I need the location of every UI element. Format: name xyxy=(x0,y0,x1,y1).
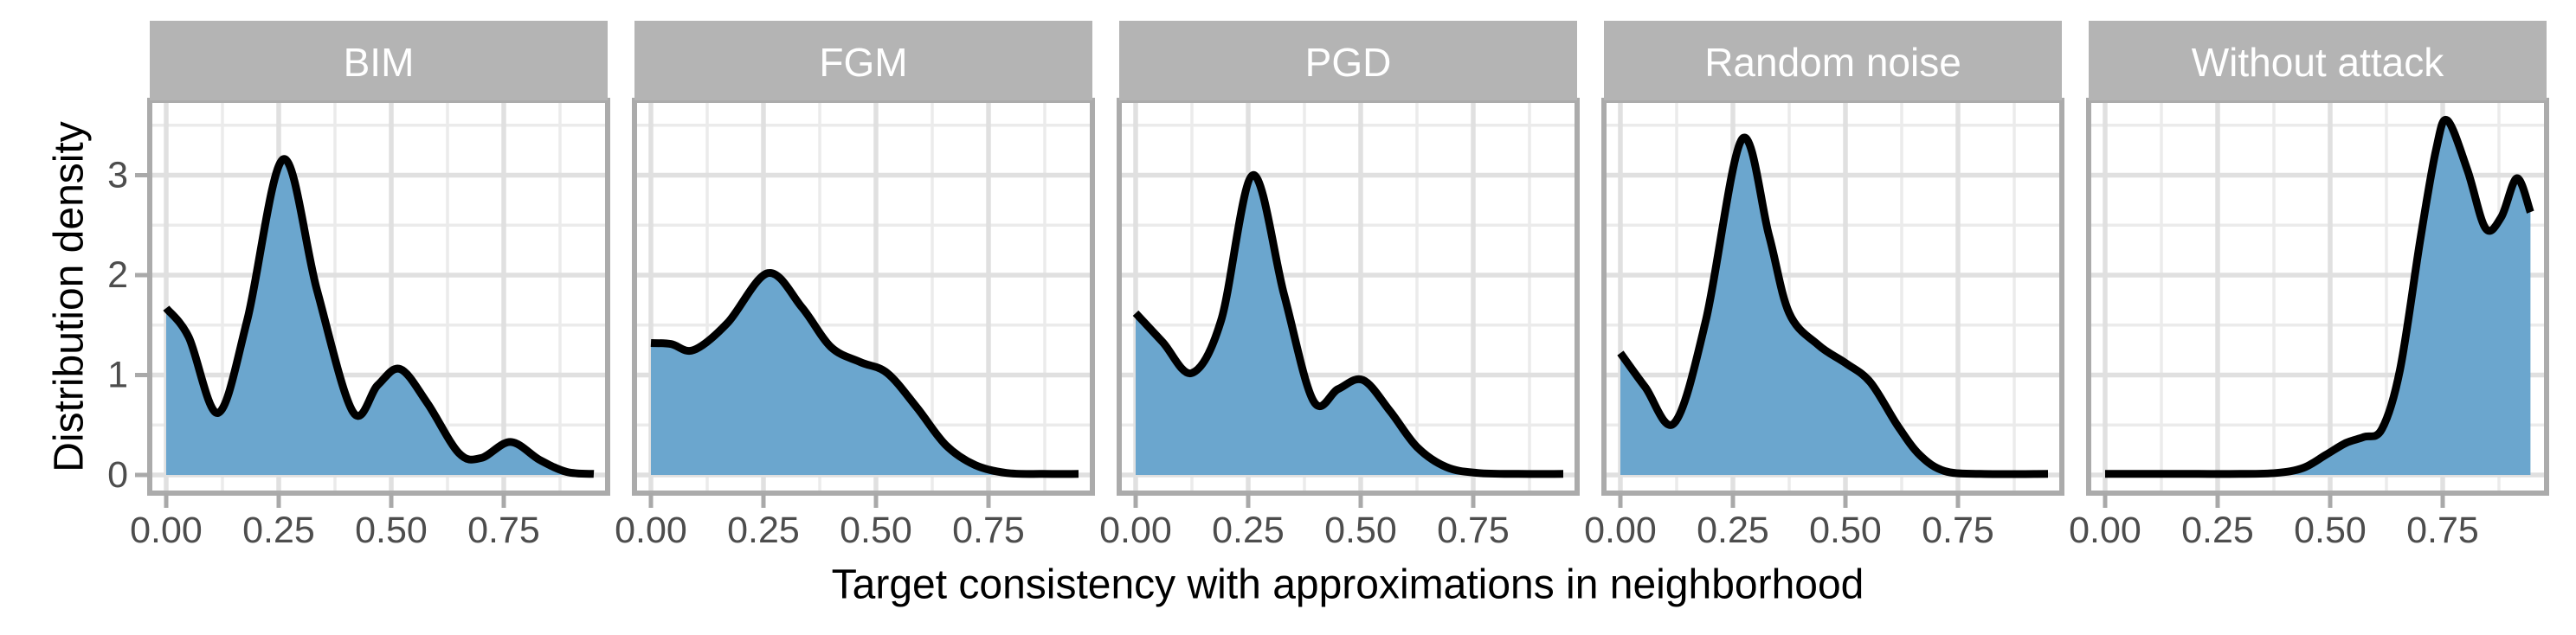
density-curve xyxy=(1132,171,1564,478)
x-tick-label: 0.00 xyxy=(615,510,687,551)
x-tick-label: 0.75 xyxy=(2406,510,2479,551)
x-tick-label: 0.25 xyxy=(1212,510,1285,551)
y-tick-label: 3 xyxy=(107,155,128,196)
x-tick-label: 0.00 xyxy=(2069,510,2141,551)
y-tick-label: 2 xyxy=(107,254,128,296)
x-tick-label: 0.00 xyxy=(130,510,203,551)
x-tick-label: 0.75 xyxy=(952,510,1025,551)
facet-strip-label: Random noise xyxy=(1704,40,1961,85)
facet-strip xyxy=(1119,21,1577,100)
x-tick-label: 0.75 xyxy=(1922,510,1994,551)
density-area xyxy=(1136,175,1563,476)
x-axis-fgm: 0.00 0.25 0.50 0.75 xyxy=(615,493,1025,551)
x-tick-label: 0.50 xyxy=(1809,510,1882,551)
density-area xyxy=(651,273,1079,475)
facet-panel-random-noise: Random noise 0.00 0.25 0.50 0.75 xyxy=(1584,21,2064,551)
facet-strip-label: BIM xyxy=(344,40,415,85)
x-tick-label: 0.25 xyxy=(727,510,800,551)
facet-strip xyxy=(634,21,1092,100)
x-axis-without-attack: 0.00 0.25 0.50 0.75 xyxy=(2069,493,2479,551)
x-tick-label: 0.75 xyxy=(1437,510,1510,551)
facet-panel-fgm: FGM 0.00 0.25 0.50 0.75 xyxy=(615,21,1095,551)
facet-panel-without-attack: Without attack 0.00 0.25 0.50 0.75 xyxy=(2069,21,2549,551)
x-tick-label: 0.50 xyxy=(2294,510,2367,551)
x-tick-label: 0.75 xyxy=(467,510,540,551)
facet-panel-pgd: PGD 0.00 0.25 0.50 0.75 xyxy=(1099,21,1580,551)
facet-strip xyxy=(2089,21,2547,100)
x-tick-label: 0.00 xyxy=(1584,510,1657,551)
x-tick-label: 0.00 xyxy=(1099,510,1172,551)
x-axis-random-noise: 0.00 0.25 0.50 0.75 xyxy=(1584,493,1994,551)
x-axis-bim: 0.00 0.25 0.50 0.75 xyxy=(130,493,540,551)
y-tick-label: 0 xyxy=(107,454,128,496)
x-tick-label: 0.50 xyxy=(1324,510,1397,551)
x-tick-label: 0.25 xyxy=(242,510,315,551)
x-tick-label: 0.50 xyxy=(355,510,428,551)
x-tick-label: 0.25 xyxy=(1697,510,1769,551)
density-curve xyxy=(1617,133,2049,478)
x-tick-label: 0.25 xyxy=(2181,510,2254,551)
density-curve xyxy=(163,155,595,478)
y-axis: 0 1 2 3 xyxy=(107,155,150,496)
facet-strip xyxy=(1604,21,2062,100)
facet-panel-bim: BIM 0.00 0.25 0.50 0.75 xyxy=(130,21,610,551)
x-tick-label: 0.50 xyxy=(840,510,912,551)
y-axis-title: Distribution density xyxy=(47,121,93,472)
density-curve xyxy=(2105,115,2534,478)
facet-strip-label: Without attack xyxy=(2192,40,2444,85)
x-axis-title: Target consistency with approximations i… xyxy=(832,562,1864,608)
density-area xyxy=(2105,119,2531,475)
facet-strip-label: PGD xyxy=(1305,40,1392,85)
density-curve xyxy=(650,269,1079,478)
facet-strip xyxy=(150,21,608,100)
density-area xyxy=(166,158,594,476)
x-axis-pgd: 0.00 0.25 0.50 0.75 xyxy=(1099,493,1510,551)
y-tick-label: 1 xyxy=(107,355,128,396)
facet-strip-label: FGM xyxy=(819,40,907,85)
